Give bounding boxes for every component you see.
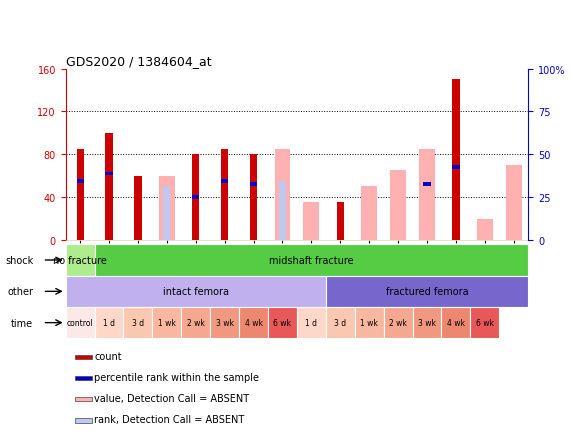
- Bar: [106, 134, 112, 240]
- Bar: [123, 307, 152, 339]
- Text: 3 wk: 3 wk: [216, 319, 234, 327]
- Bar: [77, 180, 84, 184]
- Text: fractured femora: fractured femora: [385, 287, 468, 296]
- Bar: [326, 307, 355, 339]
- Text: 6 wk: 6 wk: [476, 319, 494, 327]
- Bar: [221, 150, 228, 240]
- Text: 2 wk: 2 wk: [389, 319, 407, 327]
- Bar: [221, 180, 228, 184]
- Bar: [441, 307, 471, 339]
- Bar: [66, 276, 326, 307]
- Bar: [419, 150, 435, 240]
- Bar: [159, 176, 175, 240]
- Bar: [390, 171, 406, 240]
- Bar: [75, 418, 91, 423]
- Bar: [452, 166, 460, 170]
- Bar: [239, 307, 268, 339]
- Text: 6 wk: 6 wk: [274, 319, 291, 327]
- Text: time: time: [11, 318, 33, 328]
- Bar: [303, 203, 319, 240]
- Text: 1 d: 1 d: [305, 319, 317, 327]
- Text: intact femora: intact femora: [163, 287, 229, 296]
- Text: no fracture: no fracture: [53, 256, 107, 265]
- Text: 4 wk: 4 wk: [447, 319, 465, 327]
- Bar: [66, 245, 95, 276]
- Bar: [506, 166, 522, 240]
- Bar: [66, 307, 95, 339]
- Bar: [134, 176, 142, 240]
- Bar: [163, 187, 171, 240]
- Bar: [337, 203, 344, 240]
- Bar: [471, 307, 499, 339]
- Bar: [152, 307, 182, 339]
- Bar: [452, 80, 460, 240]
- Text: 3 d: 3 d: [334, 319, 347, 327]
- Bar: [250, 183, 257, 187]
- Text: 2 wk: 2 wk: [187, 319, 204, 327]
- Text: midshaft fracture: midshaft fracture: [269, 256, 353, 265]
- Bar: [75, 398, 91, 401]
- Text: GDS2020 / 1384604_at: GDS2020 / 1384604_at: [66, 55, 211, 68]
- Text: 3 d: 3 d: [132, 319, 144, 327]
- Bar: [297, 307, 326, 339]
- Text: rank, Detection Call = ABSENT: rank, Detection Call = ABSENT: [94, 414, 244, 424]
- Bar: [192, 155, 199, 240]
- Text: 1 wk: 1 wk: [360, 319, 378, 327]
- Bar: [413, 307, 441, 339]
- Bar: [210, 307, 239, 339]
- Text: other: other: [7, 287, 33, 296]
- Text: 1 wk: 1 wk: [158, 319, 176, 327]
- Text: 1 d: 1 d: [103, 319, 115, 327]
- Text: 4 wk: 4 wk: [244, 319, 263, 327]
- Bar: [75, 377, 91, 381]
- Text: shock: shock: [5, 256, 33, 265]
- Bar: [275, 150, 291, 240]
- Text: 3 wk: 3 wk: [418, 319, 436, 327]
- Text: count: count: [94, 351, 122, 361]
- Text: value, Detection Call = ABSENT: value, Detection Call = ABSENT: [94, 393, 250, 403]
- Bar: [326, 276, 528, 307]
- Bar: [384, 307, 413, 339]
- Bar: [75, 355, 91, 359]
- Bar: [106, 172, 112, 176]
- Bar: [355, 307, 384, 339]
- Bar: [182, 307, 210, 339]
- Bar: [95, 307, 123, 339]
- Bar: [279, 182, 286, 240]
- Bar: [250, 155, 257, 240]
- Bar: [361, 187, 377, 240]
- Bar: [192, 196, 199, 200]
- Bar: [77, 150, 84, 240]
- Bar: [268, 307, 297, 339]
- Text: control: control: [67, 319, 94, 327]
- Text: percentile rank within the sample: percentile rank within the sample: [94, 372, 259, 381]
- Bar: [423, 183, 431, 187]
- Bar: [477, 219, 493, 240]
